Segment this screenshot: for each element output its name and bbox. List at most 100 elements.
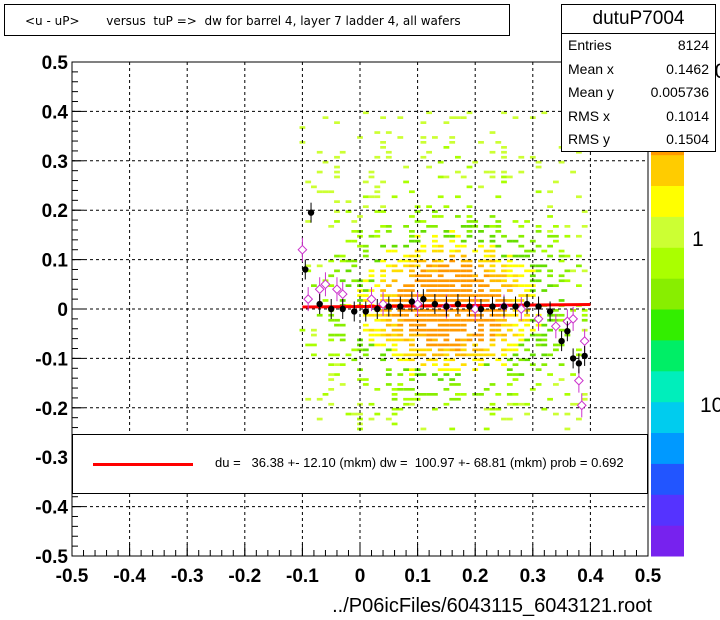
heatmap-cell <box>489 264 496 268</box>
filled-circle-marker <box>500 303 508 310</box>
heatmap-cell <box>391 407 398 411</box>
heatmap-cell <box>385 225 392 228</box>
heatmap-cell <box>328 338 335 342</box>
heatmap-cell <box>460 363 467 366</box>
heatmap-cell <box>432 234 438 238</box>
heatmap-cell <box>432 407 438 411</box>
heatmap-cell <box>437 215 444 218</box>
stats-label: Entries <box>568 37 612 53</box>
heatmap-cell <box>345 239 352 243</box>
heatmap-cell <box>512 220 519 223</box>
heatmap-cell <box>397 289 404 292</box>
heatmap-cell <box>391 343 398 347</box>
heatmap-cell <box>466 289 473 292</box>
heatmap-cell <box>305 180 312 184</box>
heatmap-cell <box>501 323 507 327</box>
heatmap-cell <box>397 338 404 342</box>
heatmap-cell <box>472 160 479 164</box>
heatmap-cell <box>455 170 461 174</box>
heatmap-cell <box>432 358 438 362</box>
heatmap-cell <box>541 289 548 292</box>
heatmap-cell <box>357 378 363 381</box>
heatmap-cell <box>512 239 519 243</box>
heatmap-cell <box>403 254 409 258</box>
palette-band <box>651 494 684 526</box>
heatmap-cell <box>483 225 490 228</box>
heatmap-cell <box>443 363 450 366</box>
heatmap-cell <box>420 284 427 287</box>
stats-row-rms-y: RMS y 0.1504 <box>562 128 715 152</box>
heatmap-cell <box>466 294 473 297</box>
heatmap-cell <box>553 343 559 347</box>
heatmap-cell <box>368 279 375 283</box>
stats-label: RMS x <box>568 107 610 124</box>
heatmap-cell <box>426 358 432 362</box>
heatmap-cell <box>478 333 484 337</box>
heatmap-cell <box>529 333 536 337</box>
heatmap-cell <box>483 318 490 322</box>
heatmap-cell <box>449 378 456 381</box>
heatmap-cell <box>576 150 582 154</box>
heatmap-cell <box>581 269 588 273</box>
heatmap-cell <box>483 388 490 391</box>
filled-circle-marker <box>302 266 309 273</box>
heatmap-cell <box>466 205 473 208</box>
filled-circle-marker <box>307 209 315 216</box>
heatmap-cell <box>368 328 375 332</box>
heatmap-cell <box>432 239 438 243</box>
heatmap-cell <box>328 225 335 228</box>
heatmap-cell <box>403 294 409 297</box>
heatmap-cell <box>339 363 346 366</box>
heatmap-cell <box>305 269 312 273</box>
stats-row-rms-x: RMS x 0.1014 <box>562 105 715 129</box>
heatmap-cell <box>311 333 317 337</box>
heatmap-cell <box>397 328 404 332</box>
heatmap-cell <box>403 289 409 292</box>
heatmap-cell <box>409 348 415 352</box>
heatmap-cell <box>420 363 427 366</box>
open-diamond-marker <box>303 294 314 305</box>
heatmap-cell <box>455 393 461 396</box>
heatmap-cell <box>449 284 456 287</box>
heatmap-cell <box>409 353 415 357</box>
heatmap-cell <box>483 427 490 431</box>
heatmap-cell <box>564 427 571 431</box>
heatmap-cell <box>409 274 415 278</box>
heatmap-cell <box>397 333 404 337</box>
y-tick-label: 0.5 <box>42 53 69 74</box>
heatmap-cell <box>455 318 461 322</box>
heatmap-cell <box>426 205 432 208</box>
heatmap-cell <box>535 338 542 342</box>
heatmap-cell <box>420 136 427 139</box>
heatmap-cell <box>437 269 444 273</box>
heatmap-cell <box>570 170 576 174</box>
heatmap-cell <box>553 412 559 416</box>
heatmap-cell <box>420 328 427 332</box>
heatmap-cell <box>483 254 490 258</box>
heatmap-cell <box>501 269 507 273</box>
heatmap-cell <box>518 225 525 228</box>
open-diamond-marker <box>533 313 544 324</box>
heatmap-cell <box>334 269 340 273</box>
heatmap-cell <box>397 373 404 376</box>
heatmap-cell <box>483 363 490 366</box>
heatmap-cell <box>443 388 450 391</box>
heatmap-cell <box>489 343 496 347</box>
heatmap-cell <box>495 274 502 278</box>
heatmap-cell <box>409 254 415 258</box>
heatmap-cell <box>385 264 392 268</box>
heatmap-cell <box>547 230 553 233</box>
heatmap-cell <box>460 299 467 302</box>
heatmap-cell <box>541 353 548 357</box>
heatmap-cell <box>576 284 582 287</box>
palette-band <box>651 432 684 464</box>
heatmap-cell <box>328 378 335 381</box>
heatmap-cell <box>472 274 479 278</box>
heatmap-cell <box>547 328 553 332</box>
heatmap-cell <box>374 318 381 322</box>
heatmap-cell <box>478 363 484 366</box>
filled-circle-marker <box>489 303 496 310</box>
heatmap-cell <box>460 323 467 327</box>
heatmap-cell <box>541 338 548 342</box>
heatmap-cell <box>553 348 559 352</box>
